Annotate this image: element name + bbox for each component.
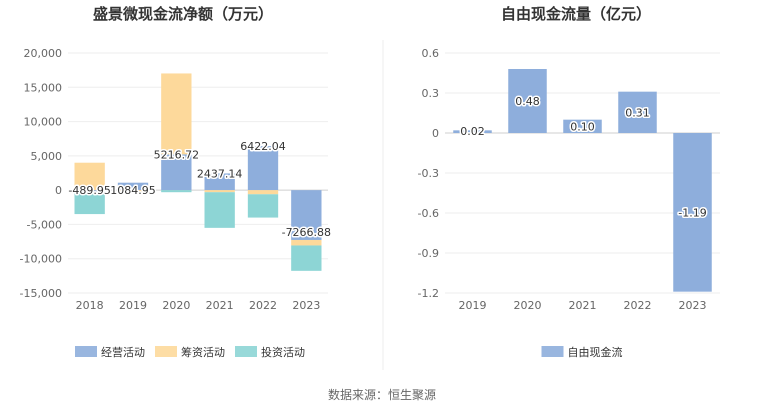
data-label: -7266.88 (282, 226, 331, 239)
y-tick-label: -0.6 (418, 207, 439, 220)
y-tick-label: -10,000 (20, 253, 62, 266)
source-note: 数据来源：恒生聚源 (328, 387, 436, 402)
chart-title: 盛景微现金流净额（万元） (93, 5, 273, 23)
bar-经营活动-2018 (74, 190, 105, 194)
y-tick-label: 0.3 (422, 87, 440, 100)
y-tick-label: -15,000 (20, 287, 62, 300)
x-tick-label: 2022 (624, 299, 652, 312)
x-tick-label: 2020 (162, 299, 190, 312)
legend-swatch (155, 346, 177, 357)
data-label: -1.19 (678, 206, 706, 219)
bar-筹资活动-2023 (291, 239, 322, 246)
x-tick-label: 2021 (569, 299, 597, 312)
data-label: 0.10 (570, 120, 595, 133)
bar-经营活动-2022 (247, 146, 279, 191)
bar-自由现金流-2022 (618, 91, 657, 133)
bar-投资活动-2018 (74, 193, 105, 215)
legend-swatch (235, 346, 257, 357)
data-label: 5216.72 (154, 148, 200, 161)
data-label: 2437.14 (197, 167, 243, 180)
data-label: 1084.95 (110, 184, 156, 197)
bar-经营活动-2021 (204, 173, 235, 191)
bar-自由现金流-2023 (673, 133, 712, 292)
x-tick-label: 2019 (119, 299, 147, 312)
legend-label: 筹资活动 (181, 345, 225, 359)
x-tick-label: 2019 (459, 299, 487, 312)
free-cash-flow-chart: 自由现金流量（亿元） 0.6 0.3 0 -0.3 -0.6 -0.9 -1.2 2019 20… (418, 5, 720, 359)
bar-投资活动-2023 (291, 245, 322, 271)
bar-筹资活动-2020 (161, 73, 192, 155)
y-tick-label: 0 (55, 184, 62, 197)
bar-投资活动-2020 (161, 190, 192, 193)
data-label: 0.02 (460, 125, 485, 138)
y-tick-label: 15,000 (24, 81, 63, 94)
bar-自由现金流-2020 (508, 69, 547, 133)
chart-title: 自由现金流量（亿元） (501, 5, 651, 23)
bar-经营活动-2019 (117, 182, 149, 191)
bar-筹资活动-2019 (117, 190, 149, 192)
data-label: 6422.04 (240, 140, 286, 153)
bar-自由现金流-2021 (563, 119, 602, 133)
cash-flow-chart: 盛景微现金流净额（万元） 20,000 15,000 10,000 5,000 0 -5,… (20, 5, 333, 359)
y-tick-label: -0.3 (418, 167, 439, 180)
bar-投资活动-2022 (247, 194, 279, 218)
data-label: 0.31 (625, 106, 650, 119)
legend-label: 自由现金流 (568, 345, 623, 359)
y-tick-label: 0 (432, 127, 439, 140)
x-tick-label: 2023 (679, 299, 707, 312)
bar-筹资活动-2022 (247, 190, 279, 195)
y-tick-label: -1.2 (418, 287, 439, 300)
x-tick-label: 2022 (249, 299, 277, 312)
y-tick-label: 20,000 (24, 47, 63, 60)
legend-swatch (75, 346, 97, 357)
y-tick-label: -0.9 (418, 247, 439, 260)
y-tick-label: 10,000 (24, 116, 63, 129)
y-tick-label: -5,000 (27, 218, 62, 231)
x-tick-label: 2020 (514, 299, 542, 312)
data-label: 0.48 (515, 95, 540, 108)
y-tick-label: 5,000 (31, 150, 63, 163)
bar-筹资活动-2021 (204, 190, 235, 193)
x-tick-label: 2021 (206, 299, 234, 312)
bar-投资活动-2021 (204, 192, 235, 228)
legend-swatch (541, 346, 564, 357)
data-label: -489.95 (68, 184, 110, 197)
x-tick-label: 2018 (76, 299, 104, 312)
bar-筹资活动-2018 (74, 162, 105, 191)
y-tick-label: 0.6 (422, 47, 440, 60)
x-tick-label: 2023 (292, 299, 320, 312)
bar-经营活动-2023 (291, 190, 322, 240)
legend-label: 经营活动 (101, 345, 145, 359)
bar-投资活动-2019 (117, 191, 149, 193)
bar-自由现金流-2019 (453, 130, 492, 133)
bar-经营活动-2020 (161, 154, 192, 191)
legend-label: 投资活动 (261, 345, 305, 359)
